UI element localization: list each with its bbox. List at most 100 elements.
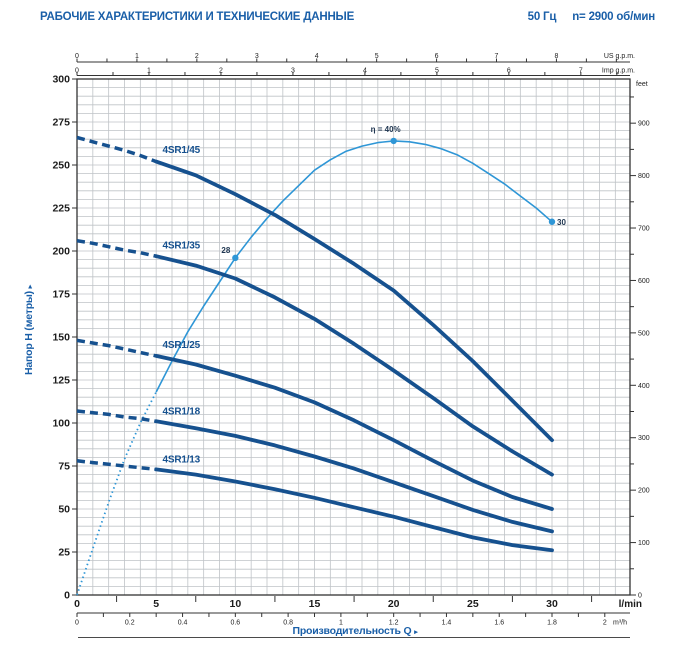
lmin-tick-label: 20 xyxy=(388,598,400,610)
y-tick-label: 200 xyxy=(52,246,70,258)
header-frequency: 50 Гц xyxy=(527,11,557,23)
lmin-tick-label: 30 xyxy=(546,598,558,610)
y-tick-label: 175 xyxy=(52,289,70,301)
efficiency-point xyxy=(548,218,556,225)
gpm-tick-label: 8 xyxy=(554,53,558,60)
x-axis-m3h: 0 0.2 0.4 0.6 0.8 1 1.2 1.4 1.6 1.8 2 m³/h xyxy=(75,612,630,627)
lmin-tick-label: 10 xyxy=(229,598,241,610)
gpm-tick-label: 7 xyxy=(579,68,583,75)
feet-tick-label: 100 xyxy=(638,540,650,547)
efficiency-curve-solid xyxy=(155,140,553,393)
y-tick-label: 75 xyxy=(58,461,70,473)
gpm-tick-label: 3 xyxy=(291,68,295,75)
top-axis-imp-gpm: 0 1 2 3 4 5 6 7 Imp g.p.m. xyxy=(75,68,635,76)
feet-tick-label: 500 xyxy=(638,330,650,337)
y-tick-label: 250 xyxy=(52,160,70,172)
x-axis-title: Производительность Q ▸ xyxy=(292,625,418,637)
curve-name-label: 4SR1/25 xyxy=(163,340,201,351)
lmin-tick-label: 25 xyxy=(467,598,479,610)
feet-tick-label: 300 xyxy=(638,435,650,442)
curve-solid xyxy=(154,419,554,534)
feet-tick-label: 0 xyxy=(638,593,642,600)
y-tick-label: 25 xyxy=(58,547,70,559)
m3h-tick-label: 1.8 xyxy=(547,620,557,627)
gpm-tick-label: 6 xyxy=(435,53,439,60)
efficiency-curve-dotted xyxy=(76,391,158,596)
curve-solid xyxy=(154,254,554,477)
efficiency-point xyxy=(232,254,239,262)
gpm-tick-label: 5 xyxy=(435,68,439,75)
gpm-tick-label: 2 xyxy=(195,53,199,60)
feet-tick-label: 200 xyxy=(638,488,650,495)
m3h-tick-label: 0.8 xyxy=(283,620,293,627)
pump-curves: 4SR1/45 4SR1/35 4SR1/25 4SR1/18 4SR1/13 xyxy=(76,135,554,553)
curve-solid xyxy=(154,159,554,443)
gpm-tick-label: 5 xyxy=(375,53,379,60)
x-axis-lmin: 0 5 10 15 20 25 30 l/min xyxy=(74,596,642,610)
feet-tick-label: 900 xyxy=(638,121,650,128)
m3h-tick-label: 0 xyxy=(75,620,79,627)
curve-solid xyxy=(154,467,554,553)
curve-name-label: 4SR1/13 xyxy=(163,455,201,466)
gpm-tick-label: 0 xyxy=(75,68,79,75)
curve-dashed xyxy=(76,238,157,258)
feet-tick-label: 400 xyxy=(638,383,650,390)
efficiency-point-label: 30 xyxy=(557,218,566,227)
m3h-tick-label: 1 xyxy=(339,620,343,627)
curve-dashed xyxy=(76,459,157,472)
lmin-tick-label: 0 xyxy=(74,598,80,610)
right-axis-feet: 0 100 200 300 400 500 600 700 800 900 feet xyxy=(630,81,650,600)
curve-solid xyxy=(154,354,554,511)
feet-tick-label: 700 xyxy=(638,226,650,233)
gpm-tick-label: 1 xyxy=(147,68,151,75)
efficiency-point-label: 28 xyxy=(221,246,230,255)
y-tick-label: 125 xyxy=(52,375,70,387)
y-tick-label: 150 xyxy=(52,332,70,344)
pump-curve-4SR1-35: 4SR1/35 xyxy=(76,238,554,477)
curve-dashed xyxy=(76,409,157,424)
y-tick-label: 0 xyxy=(64,590,70,602)
pump-curve-4SR1-13: 4SR1/13 xyxy=(76,455,554,553)
lmin-tick-label: 15 xyxy=(309,598,321,610)
y-tick-label: 225 xyxy=(52,203,70,215)
grid xyxy=(77,79,630,595)
gpm-tick-label: 0 xyxy=(75,53,79,60)
pump-curve-4SR1-45: 4SR1/45 xyxy=(76,135,554,443)
efficiency-point-label: η = 40% xyxy=(371,125,401,134)
m3h-unit-label: m³/h xyxy=(613,620,627,627)
curve-name-label: 4SR1/45 xyxy=(163,145,201,156)
page-title: РАБОЧИЕ ХАРАКТЕРИСТИКИ И ТЕХНИЧЕСКИЕ ДАН… xyxy=(40,11,355,23)
feet-tick-label: 600 xyxy=(638,278,650,285)
efficiency-point xyxy=(390,137,397,145)
header-conditions: 50 Гц n= 2900 об/мин xyxy=(527,11,656,23)
y-tick-label: 100 xyxy=(52,418,70,430)
pump-curve-4SR1-25: 4SR1/25 xyxy=(76,338,554,511)
lmin-tick-label: 5 xyxy=(153,598,159,610)
curve-dashed xyxy=(76,338,157,358)
m3h-tick-label: 0.4 xyxy=(178,620,188,627)
m3h-tick-label: 0.2 xyxy=(125,620,135,627)
gpm-tick-label: 2 xyxy=(219,68,223,75)
feet-unit-label: feet xyxy=(636,81,648,88)
gpm-tick-label: 7 xyxy=(495,53,499,60)
y-axis-title: Напор H (метры) ▸ xyxy=(23,284,35,375)
y-tick-label: 50 xyxy=(58,504,70,516)
y-tick-label: 275 xyxy=(52,117,70,129)
m3h-tick-label: 0.6 xyxy=(230,620,240,627)
gpm-tick-label: 1 xyxy=(135,53,139,60)
page-header: РАБОЧИЕ ХАРАКТЕРИСТИКИ И ТЕХНИЧЕСКИЕ ДАН… xyxy=(40,11,655,23)
efficiency-curve: 28 η = 40% 30 xyxy=(76,125,566,596)
y-tick-label: 300 xyxy=(52,74,70,86)
m3h-tick-label: 1.2 xyxy=(389,620,399,627)
gpm-unit-label: US g.p.m. xyxy=(604,53,635,60)
m3h-tick-label: 1.4 xyxy=(442,620,452,627)
gpm-tick-label: 4 xyxy=(315,53,319,60)
pump-curve-4SR1-18: 4SR1/18 xyxy=(76,406,554,534)
gpm-unit-label: Imp g.p.m. xyxy=(602,68,635,75)
y-axis-metres: 0 25 50 75 100 125 150 175 200 225 250 275 300 xyxy=(52,74,77,602)
feet-tick-label: 800 xyxy=(638,173,650,180)
header-speed: n= 2900 об/мин xyxy=(572,11,655,23)
top-axis-us-gpm: 0 1 2 3 4 5 6 7 8 US g.p.m. xyxy=(75,53,635,63)
